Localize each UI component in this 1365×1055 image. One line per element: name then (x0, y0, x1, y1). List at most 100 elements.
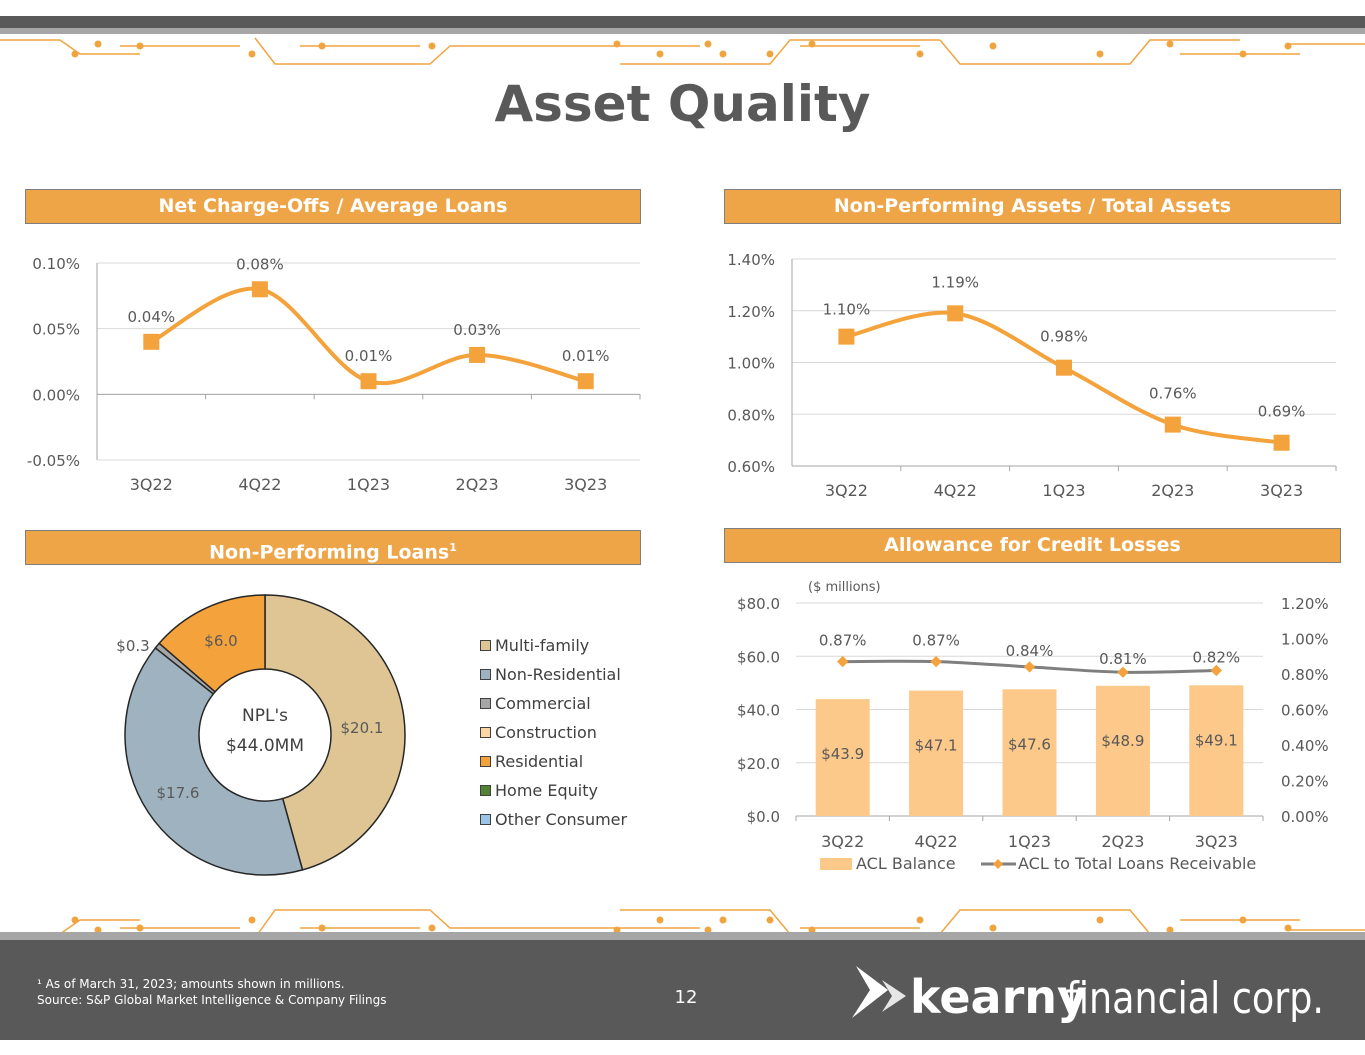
bar-label: $47.1 (915, 737, 958, 755)
x-tick-label: 3Q23 (1195, 832, 1238, 851)
ratio-marker (837, 655, 849, 668)
logo-text-bold: kearny (910, 970, 1087, 1024)
ratio-marker (1210, 664, 1222, 677)
footnote-line-1: ¹ As of March 31, 2023; amounts shown in… (37, 977, 345, 991)
nco-line-chart: 0.10% 0.05% 0.00% -0.05% 3Q22 4Q22 1Q23 2Q23 3Q2… (27, 255, 641, 494)
circuit-decoration-top (0, 37, 1365, 65)
donut-slice (158, 594, 266, 693)
x-tick-label: 4Q22 (934, 481, 977, 500)
kearny-logo: kearny financial corp. (852, 966, 1324, 1024)
legend-label: Other Consumer (495, 810, 628, 829)
legend-item: Non-Residential (480, 660, 627, 689)
data-point-marker (251, 281, 268, 298)
x-tick-label: 2Q23 (1151, 481, 1194, 500)
slice-label: $17.6 (157, 784, 200, 802)
ratio-label: 0.84% (1006, 642, 1054, 660)
y-tick-label: 1.00% (727, 355, 775, 373)
footer (0, 940, 1365, 1040)
footnote: ¹ As of March 31, 2023; amounts shown in… (37, 976, 386, 1008)
legend-item: Construction (480, 718, 627, 747)
npl-panel-title: Non-Performing Loans (209, 541, 450, 564)
npa-panel-header: Non-Performing Assets / Total Assets (724, 189, 1341, 224)
y-tick-label: 0.80% (727, 406, 775, 424)
legend-label: Non-Residential (495, 665, 621, 684)
y2-tick-label: 1.00% (1281, 631, 1329, 649)
data-point-marker (1273, 434, 1290, 451)
data-label: 0.08% (236, 255, 284, 273)
y-tick-label: $40.0 (737, 702, 780, 720)
page-number: 12 (674, 987, 698, 1008)
legend-bar-swatch (820, 858, 852, 870)
legend-label: Construction (495, 723, 597, 742)
npl-donut-chart: $20.1 $17.6 $0.3 $6.0 NPL's $44.0MM (116, 594, 406, 876)
donut-slice (264, 594, 406, 871)
x-tick-label: 3Q23 (1260, 481, 1303, 500)
data-label: 0.04% (127, 308, 175, 326)
y2-tick-label: 1.20% (1281, 595, 1329, 613)
y-tick-label: $0.0 (747, 808, 780, 826)
legend-item: Home Equity (480, 776, 627, 805)
data-point-marker (1056, 359, 1072, 376)
data-label: 0.01% (562, 347, 610, 365)
nco-panel-header: Net Charge-Offs / Average Loans (25, 189, 641, 224)
x-tick-label: 4Q22 (915, 832, 958, 851)
acl-bar (1189, 685, 1244, 816)
x-tick-label: 4Q22 (238, 475, 281, 494)
acl-panel-title: Allowance for Credit Losses (884, 534, 1181, 556)
x-tick-label: 3Q22 (825, 481, 868, 500)
data-point-marker (947, 305, 964, 322)
data-point-marker (1164, 416, 1181, 433)
data-label: 0.76% (1149, 385, 1197, 403)
ratio-label: 0.81% (1099, 650, 1147, 668)
y-tick-label: 0.60% (727, 458, 775, 476)
top-bar (0, 16, 1365, 28)
legend-item: Commercial (480, 689, 627, 718)
npa-panel-title: Non-Performing Assets / Total Assets (833, 195, 1232, 217)
bar-label: $47.6 (1008, 735, 1051, 753)
ratio-label: 0.87% (912, 632, 960, 650)
acl-panel-header: Allowance for Credit Losses (724, 528, 1341, 563)
data-label: 0.01% (345, 347, 393, 365)
ratio-marker (1117, 666, 1129, 678)
y-axis-note: ($ millions) (808, 580, 881, 595)
legend-label: ACL to Total Loans Receivable (1018, 854, 1256, 873)
data-point-marker (577, 373, 594, 390)
donut-center-label: NPL's (242, 706, 288, 726)
y2-tick-label: 0.00% (1281, 808, 1329, 826)
legend-label: Commercial (495, 694, 591, 713)
bar-label: $48.9 (1101, 732, 1144, 750)
y2-tick-label: 0.40% (1281, 737, 1329, 755)
y-tick-label: $60.0 (737, 648, 780, 666)
ratio-marker (1023, 661, 1036, 673)
data-label: 0.03% (453, 321, 501, 339)
ratio-label: 0.82% (1192, 648, 1240, 666)
y-tick-label: 0.00% (32, 386, 80, 404)
ratio-marker (930, 655, 942, 668)
logo-text-light: financial corp. (1066, 973, 1324, 1024)
legend-swatch (480, 727, 491, 738)
y-tick-label: 0.05% (32, 321, 80, 339)
x-tick-label: 2Q23 (456, 475, 499, 494)
acl-bar (1002, 689, 1057, 816)
slice-label: $0.3 (116, 637, 149, 655)
bar-label: $49.1 (1195, 731, 1238, 749)
bar-label: $43.9 (821, 745, 864, 763)
legend-swatch (480, 640, 491, 651)
y2-tick-label: 0.80% (1281, 666, 1329, 684)
data-point-marker (838, 328, 855, 345)
footer-stripe (0, 932, 1365, 940)
x-tick-label: 3Q22 (130, 475, 173, 494)
y-tick-label: $80.0 (737, 595, 780, 613)
legend-item: Other Consumer (480, 805, 627, 834)
legend-label: Residential (495, 752, 584, 771)
x-tick-label: 1Q23 (1008, 832, 1051, 851)
npl-panel-title-sup: 1 (449, 541, 457, 554)
x-tick-label: 3Q22 (821, 832, 864, 851)
acl-combo-chart: $80.0 $60.0 $40.0 $20.0 $0.0 1.20% 1.00% 0.80% 0… (737, 580, 1329, 873)
data-label: 0.98% (1040, 328, 1088, 346)
slice-label: $20.1 (341, 719, 384, 737)
data-point-marker (360, 373, 377, 390)
nco-panel-title: Net Charge-Offs / Average Loans (158, 195, 508, 217)
legend-item: Residential (480, 747, 627, 776)
acl-bar (1095, 685, 1150, 816)
